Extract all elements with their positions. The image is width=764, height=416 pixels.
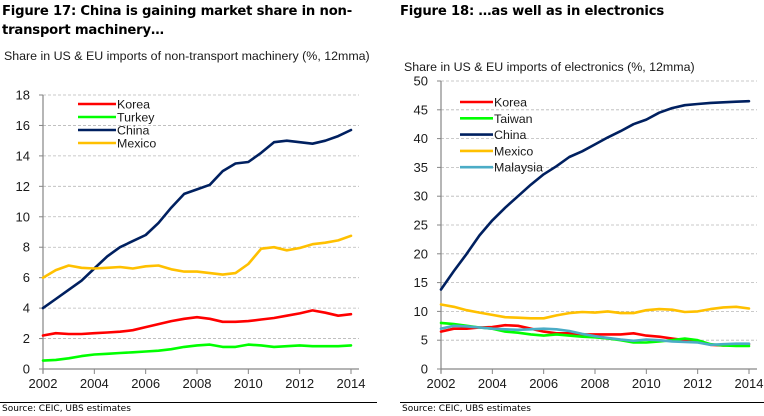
x-tick-label: 2004 bbox=[478, 376, 507, 391]
series-line-china bbox=[439, 99, 751, 291]
x-tick-label: 2012 bbox=[285, 376, 314, 391]
x-tick-label: 2002 bbox=[427, 376, 456, 391]
series-line-china bbox=[41, 128, 353, 310]
figure-17-panel: Figure 17: China is gaining market share… bbox=[0, 4, 377, 414]
figure-title: Figure 17: China is gaining market share… bbox=[2, 4, 353, 38]
source-note: Source: CEIC, UBS estimates bbox=[402, 404, 531, 414]
legend-label: Malaysia bbox=[494, 161, 543, 175]
y-tick-label: 0 bbox=[23, 362, 30, 377]
x-tick-label: 2002 bbox=[29, 376, 58, 391]
y-tick-label: 20 bbox=[414, 246, 428, 261]
y-tick-label: 50 bbox=[414, 74, 428, 89]
series-line-turkey bbox=[41, 343, 353, 362]
x-tick-label: 2008 bbox=[581, 376, 610, 391]
legend-label: China bbox=[494, 128, 526, 142]
series-line-mexico bbox=[439, 303, 751, 320]
y-tick-label: 10 bbox=[414, 304, 428, 319]
x-tick-label: 2014 bbox=[735, 376, 764, 391]
x-tick-label: 2008 bbox=[183, 376, 212, 391]
electronics-share-chart: 0 5 10 15 20 25 30 35 40 45 50 2002 2004 2006 2008 2010… bbox=[414, 74, 764, 392]
y-tick-label: 30 bbox=[414, 189, 428, 204]
legend-label: China bbox=[117, 124, 149, 138]
x-tick-label: 2006 bbox=[131, 376, 160, 391]
series-line-mexico bbox=[41, 234, 353, 279]
y-tick-label: 0 bbox=[421, 362, 428, 377]
y-tick-label: 40 bbox=[414, 131, 428, 146]
y-tick-label: 6 bbox=[23, 270, 30, 285]
y-tick-label: 18 bbox=[16, 88, 30, 103]
figure-title: Figure 18: …as well as in electronics bbox=[400, 4, 665, 19]
x-tick-label: 2014 bbox=[337, 376, 366, 391]
y-tick-label: 8 bbox=[23, 240, 30, 255]
y-tick-label: 16 bbox=[16, 118, 30, 133]
y-tick-label: 45 bbox=[414, 102, 428, 117]
source-note: Source: CEIC, UBS estimates bbox=[2, 404, 131, 414]
y-tick-label: 14 bbox=[16, 148, 30, 163]
y-tick-label: 12 bbox=[16, 179, 30, 194]
y-tick-label: 15 bbox=[414, 275, 428, 290]
chart-title: Share in US & EU imports of non-transpor… bbox=[4, 49, 370, 63]
y-tick-label: 25 bbox=[414, 218, 428, 233]
x-tick-label: 2006 bbox=[529, 376, 558, 391]
figure-18-panel: Figure 18: …as well as in electronics Sh… bbox=[390, 0, 764, 416]
y-tick-label: 2 bbox=[23, 331, 30, 346]
x-tick-label: 2010 bbox=[632, 376, 661, 391]
x-tick-label: 2010 bbox=[234, 376, 263, 391]
machinery-share-chart: 0 2 4 6 8 10 12 14 16 18 2002 2004 2006 2008 2010 2012 2… bbox=[16, 88, 366, 392]
source-divider bbox=[0, 402, 377, 403]
x-tick-label: 2012 bbox=[683, 376, 712, 391]
chart-title: Share in US & EU imports of electronics … bbox=[404, 60, 695, 74]
source-divider bbox=[400, 402, 764, 403]
legend-label: Korea bbox=[117, 98, 150, 112]
legend-label: Turkey bbox=[117, 111, 155, 125]
y-tick-label: 5 bbox=[421, 333, 428, 348]
y-tick-label: 35 bbox=[414, 160, 428, 175]
y-tick-label: 10 bbox=[16, 209, 30, 224]
legend-label: Taiwan bbox=[494, 112, 533, 126]
legend-label: Mexico bbox=[494, 144, 533, 158]
series-line-malaysia bbox=[439, 324, 751, 347]
series-line-korea bbox=[41, 309, 353, 337]
y-tick-label: 4 bbox=[23, 301, 30, 316]
legend-label: Mexico bbox=[117, 137, 156, 151]
x-tick-label: 2004 bbox=[80, 376, 109, 391]
legend-label: Korea bbox=[494, 96, 527, 110]
